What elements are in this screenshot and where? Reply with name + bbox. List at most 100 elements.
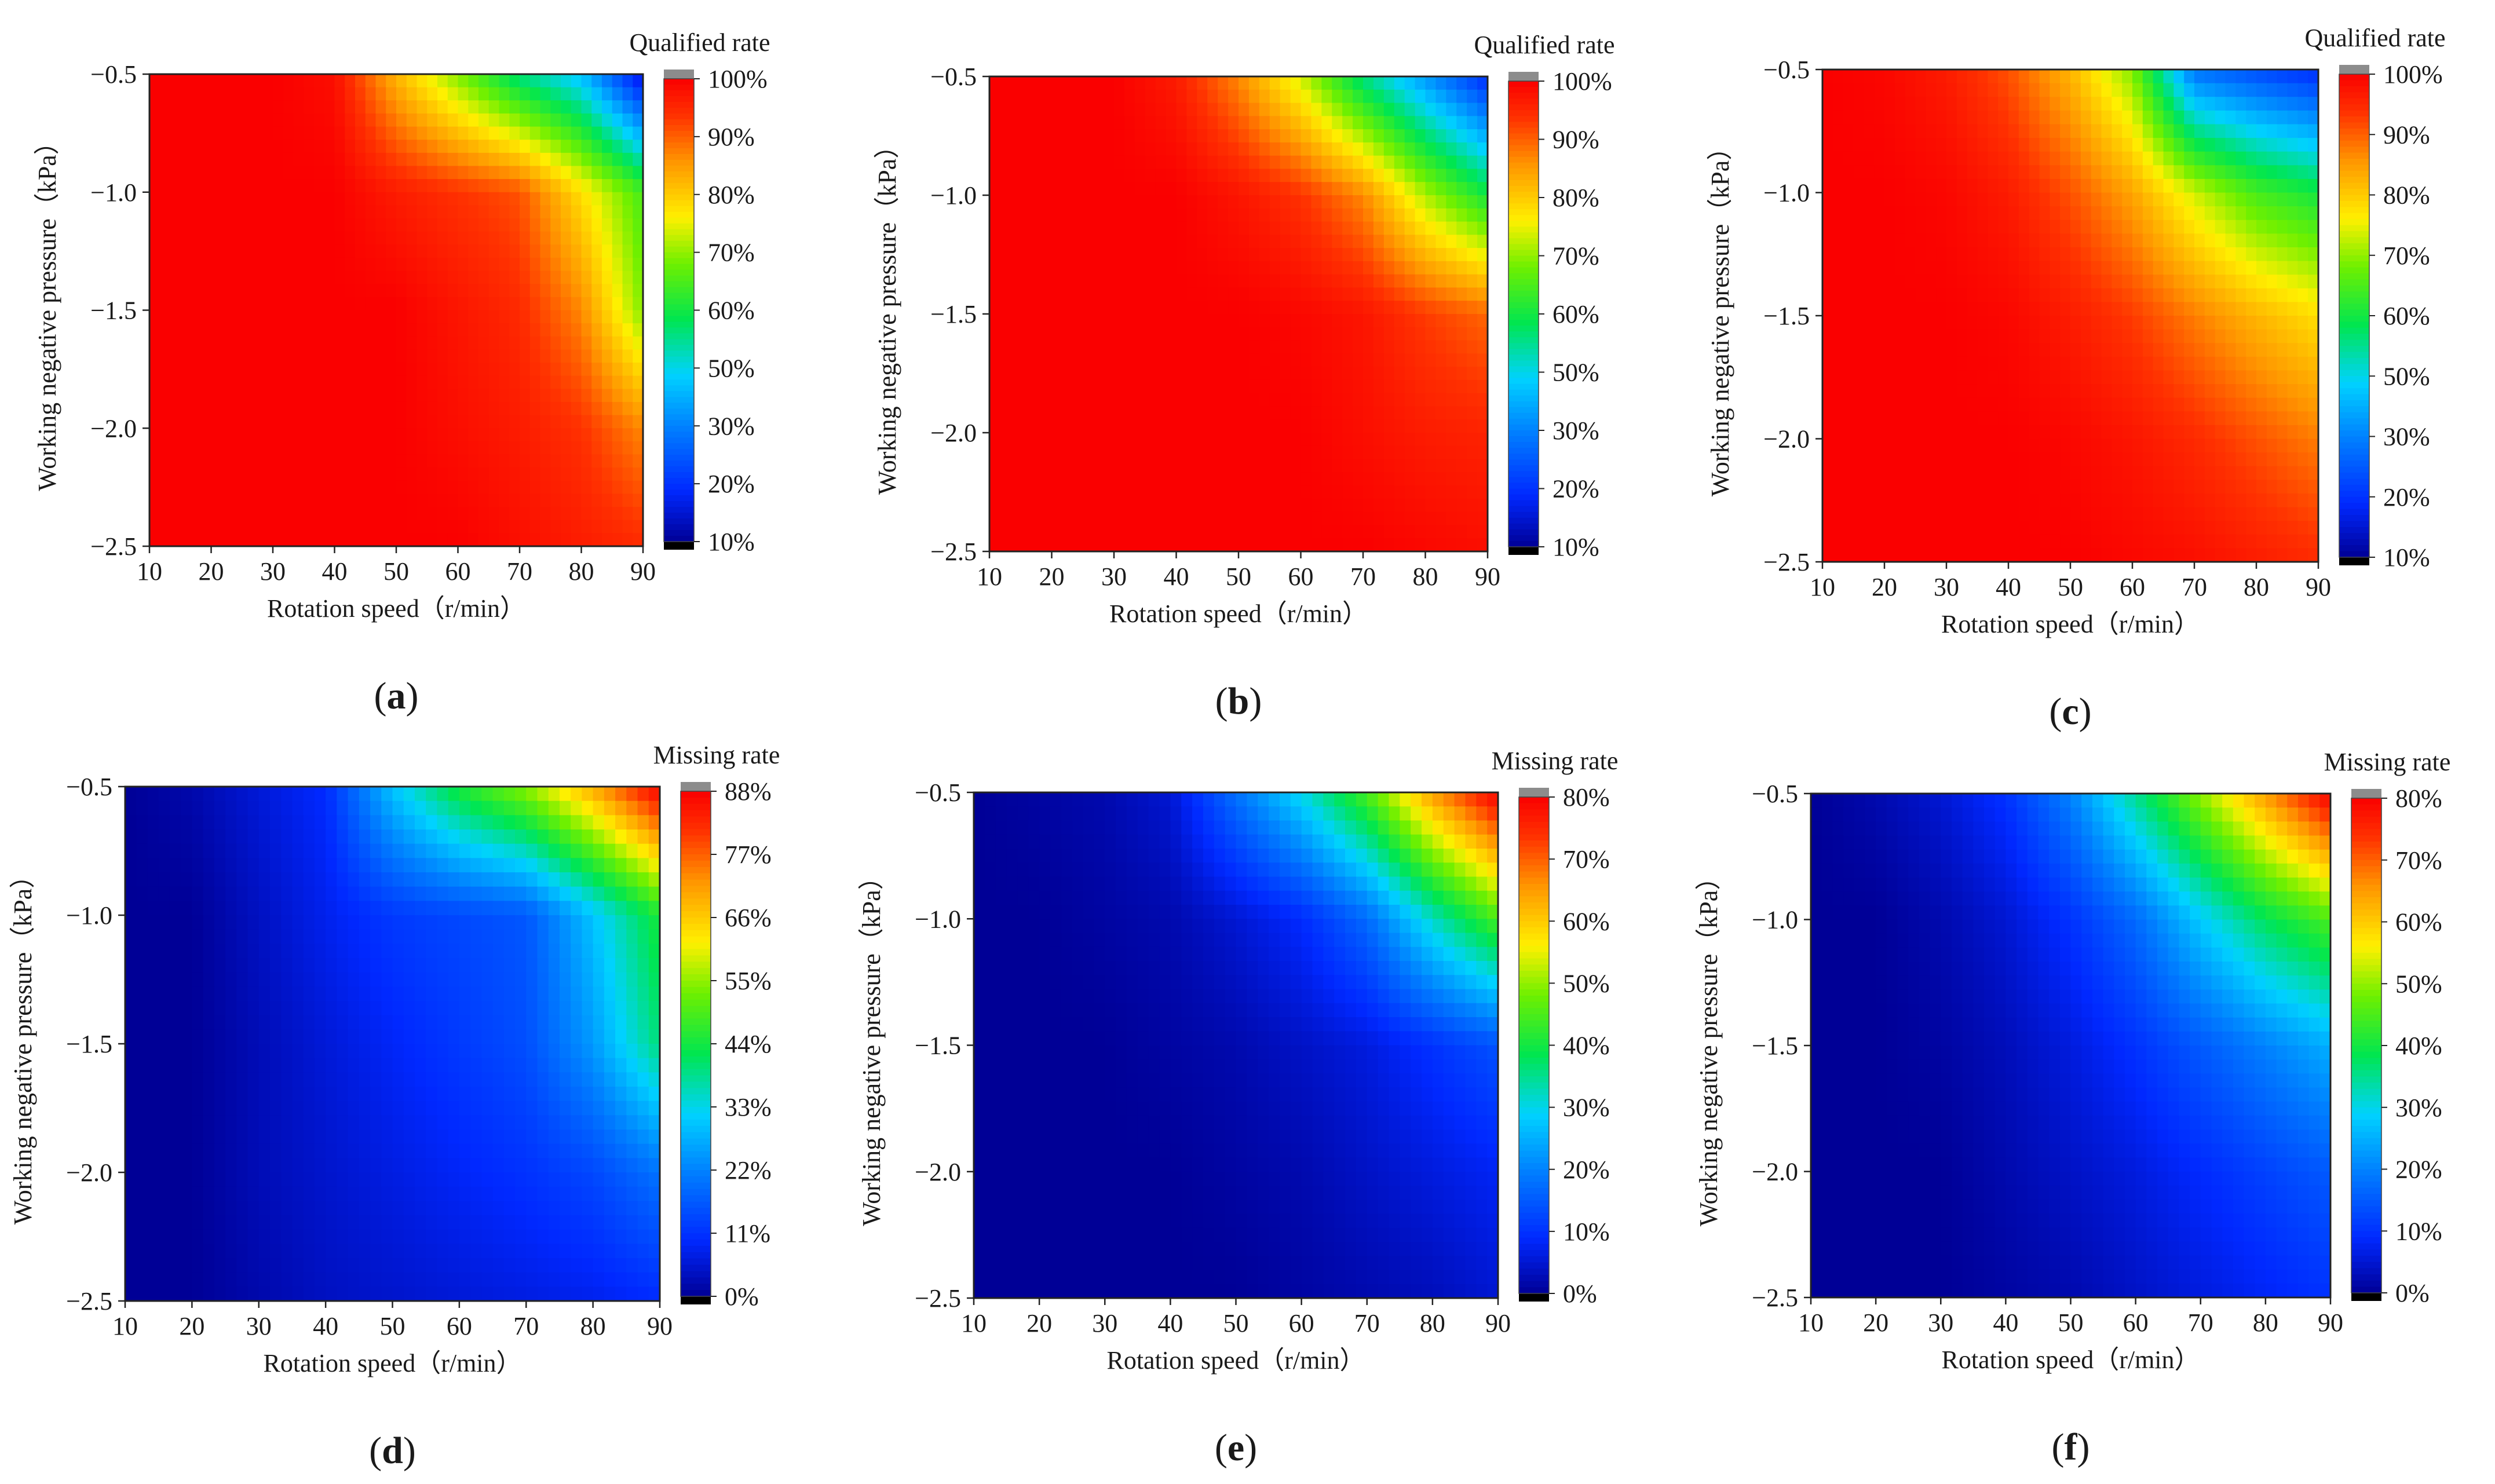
heatmap-cell [1456,314,1467,328]
colorbar-segment [1508,418,1539,425]
heatmap-cell [1874,343,1885,357]
heatmap-cell [2194,192,2205,207]
heatmap-cell [989,129,1000,143]
heatmap-cell [2132,329,2143,344]
heatmap-cell [1239,433,1250,447]
heatmap-cell [571,323,582,337]
heatmap-cell [1342,76,1353,90]
heatmap-cell [550,140,561,153]
heatmap-cell [2029,138,2040,152]
heatmap-cell [1104,367,1115,381]
heatmap-cell [2080,261,2092,275]
heatmap-cell [283,297,294,311]
heatmap-cell [1843,206,1854,221]
heatmap-cell [406,113,418,127]
heatmap-cell [509,480,520,495]
heatmap-cell [159,74,171,88]
heatmap-cell [999,274,1011,288]
heatmap-cell [1083,406,1094,421]
heatmap-cell [1446,472,1457,486]
heatmap-cell [2204,247,2216,262]
heatmap-cell [1936,288,1947,303]
heatmap-cell [1832,288,1844,303]
heatmap-cell [2142,165,2154,180]
heatmap-cell [1874,124,1885,138]
heatmap-cell [417,179,428,193]
heatmap-cell [149,415,160,429]
heatmap-cell [2029,97,2040,111]
heatmap-cell [2225,411,2237,426]
heatmap-cell [1394,472,1405,486]
colorbar-segment [1508,511,1539,518]
heatmap-cell [1383,367,1395,381]
colorbar-segment [664,379,694,386]
colorbar-tick-label: 20% [708,470,755,498]
heatmap-cell [591,257,602,272]
heatmap-cell [1822,411,1833,426]
heatmap-cell [2060,343,2071,357]
heatmap-cell [612,428,623,442]
heatmap-cell [1041,472,1053,486]
heatmap-cell [1936,178,1947,193]
heatmap-cell [293,192,305,206]
heatmap-cell [406,257,418,272]
heatmap-cell [2184,384,2195,399]
heatmap-cell [633,310,644,324]
heatmap-cell [1853,275,1865,289]
colorbar-segment [664,432,694,438]
heatmap-cell [1269,498,1281,513]
heatmap-cell [1342,340,1353,354]
heatmap-cell [520,336,531,350]
heatmap-cell [1083,379,1094,394]
heatmap-cell [1114,511,1125,526]
heatmap-cell [1093,327,1104,341]
heatmap-cell [427,533,438,547]
colorbar-segment [664,426,694,433]
heatmap-cell [633,284,644,298]
heatmap-cell [293,441,305,455]
heatmap-cell [1311,235,1323,248]
heatmap-cell [1936,110,1947,125]
heatmap-cell [437,297,448,311]
heatmap-cell [2080,302,2092,316]
heatmap-cell [252,389,264,403]
heatmap-cell [1197,314,1208,328]
heatmap-cell [1051,525,1063,539]
heatmap-cell [1207,353,1218,367]
heatmap-cell [252,507,264,521]
heatmap-cell [1477,169,1488,183]
colorbar-segment [664,484,694,490]
heatmap-cell [1072,195,1084,209]
heatmap-cell [1269,525,1281,539]
heatmap-cell [396,415,407,429]
heatmap-cell [2256,97,2267,111]
heatmap-cell [1988,206,1999,221]
colorbar-segment [1508,93,1539,99]
heatmap-cell [191,480,202,495]
heatmap-cell [1228,314,1239,328]
heatmap-cell [2163,370,2175,385]
heatmap-cell [1290,235,1302,248]
heatmap-cell [447,192,459,206]
heatmap-cell [1383,103,1395,117]
heatmap-cell [273,166,284,180]
heatmap-cell [2287,261,2299,275]
heatmap-cell [1207,367,1218,381]
heatmap-cell [386,192,397,206]
heatmap-cell [1843,384,1854,399]
heatmap-cell [1946,356,1957,371]
heatmap-cell [1248,248,1260,262]
heatmap-cell [211,284,222,298]
colorbar-segment [664,119,694,126]
heatmap-cell [149,533,160,547]
heatmap-cell [1072,379,1084,394]
heatmap-cell [365,205,377,219]
heatmap-cell [561,415,572,429]
heatmap-cell [1998,138,2009,152]
colorbar-segment [1508,389,1539,396]
colorbar-segment [664,321,694,328]
heatmap-cell [1373,393,1385,407]
heatmap-cell [375,389,387,403]
heatmap-cell [2297,302,2308,316]
heatmap-cell [334,323,346,337]
